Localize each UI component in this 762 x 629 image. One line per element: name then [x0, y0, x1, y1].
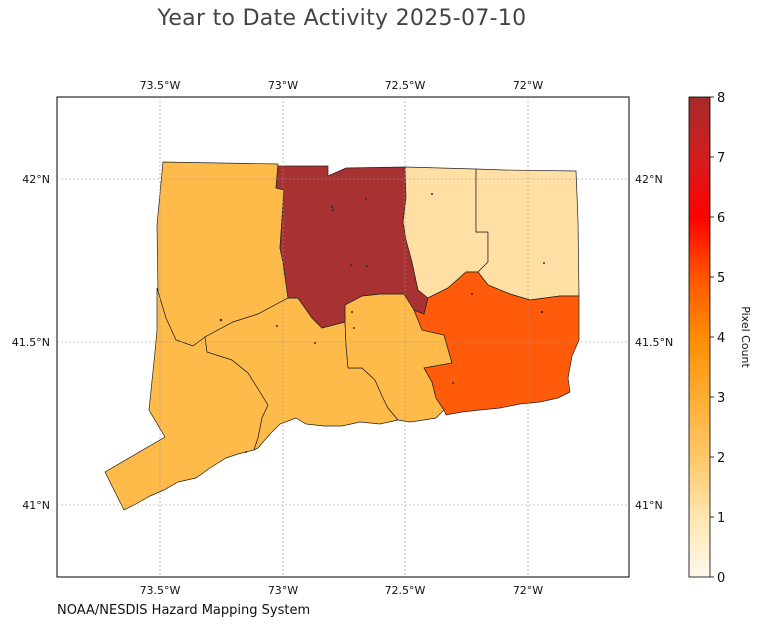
colorbar-tick-label: 2 [717, 451, 725, 466]
colorbar: 0 1 2 3 4 5 6 7 8 Pixel Count [688, 91, 752, 586]
colorbar-tick-label: 5 [717, 271, 725, 286]
map-title: Year to Date Activity 2025-07-10 [157, 6, 527, 31]
fire-point [540, 310, 544, 314]
bottom-lon-label: 73.5°W [140, 584, 181, 597]
colorbar-ticks: 0 1 2 3 4 5 6 7 8 [710, 91, 725, 586]
bottom-lon-labels: 73.5°W 73°W 72.5°W 72°W [140, 584, 544, 597]
right-lat-label: 41.5°N [635, 336, 673, 349]
bottom-lon-label: 72.5°W [385, 584, 426, 597]
left-lat-label: 41°N [22, 499, 50, 512]
bottom-lon-label: 73°W [268, 584, 298, 597]
top-lon-label: 72.5°W [385, 79, 426, 92]
right-lat-label: 42°N [635, 173, 663, 186]
graticule [57, 97, 629, 577]
fire-point [314, 342, 316, 344]
colorbar-tick-label: 1 [717, 511, 725, 526]
counties-layer [104, 161, 580, 511]
county-windham[interactable] [475, 168, 580, 301]
top-lon-label: 72°W [513, 79, 543, 92]
fire-points [219, 193, 545, 453]
fire-point [331, 208, 335, 212]
fire-point [364, 197, 368, 201]
top-lon-label: 73°W [268, 79, 298, 92]
fire-point [330, 205, 334, 209]
fire-point [351, 311, 353, 313]
left-lat-label: 42°N [22, 173, 50, 186]
left-lat-label: 41.5°N [12, 336, 50, 349]
fire-point [353, 327, 355, 329]
top-lon-label: 73.5°W [140, 79, 181, 92]
fire-point [365, 264, 369, 268]
county-new-london[interactable] [413, 271, 580, 416]
colorbar-label: Pixel Count [739, 306, 752, 368]
right-lat-labels: 42°N 41.5°N 41°N [635, 173, 673, 512]
left-lat-labels: 42°N 41.5°N 41°N [12, 173, 50, 512]
colorbar-tick-label: 4 [717, 331, 725, 346]
colorbar-gradient [688, 96, 711, 578]
colorbar-tick-label: 0 [717, 571, 725, 586]
fire-point [471, 293, 473, 295]
top-lon-labels: 73.5°W 73°W 72.5°W 72°W [140, 79, 544, 92]
right-lat-label: 41°N [635, 499, 663, 512]
fire-point [349, 263, 353, 267]
colorbar-tick-label: 8 [717, 91, 725, 106]
colorbar-tick-label: 7 [717, 151, 725, 166]
data-credit: NOAA/NESDIS Hazard Mapping System [57, 603, 311, 618]
fire-point [543, 262, 545, 264]
fire-point [452, 382, 454, 384]
colorbar-tick-label: 3 [717, 391, 725, 406]
bottom-lon-label: 72°W [513, 584, 543, 597]
colorbar-tick-label: 6 [717, 211, 725, 226]
fire-point [276, 325, 278, 327]
fire-point [219, 318, 223, 322]
fire-point [431, 193, 433, 195]
fire-point [245, 451, 247, 453]
